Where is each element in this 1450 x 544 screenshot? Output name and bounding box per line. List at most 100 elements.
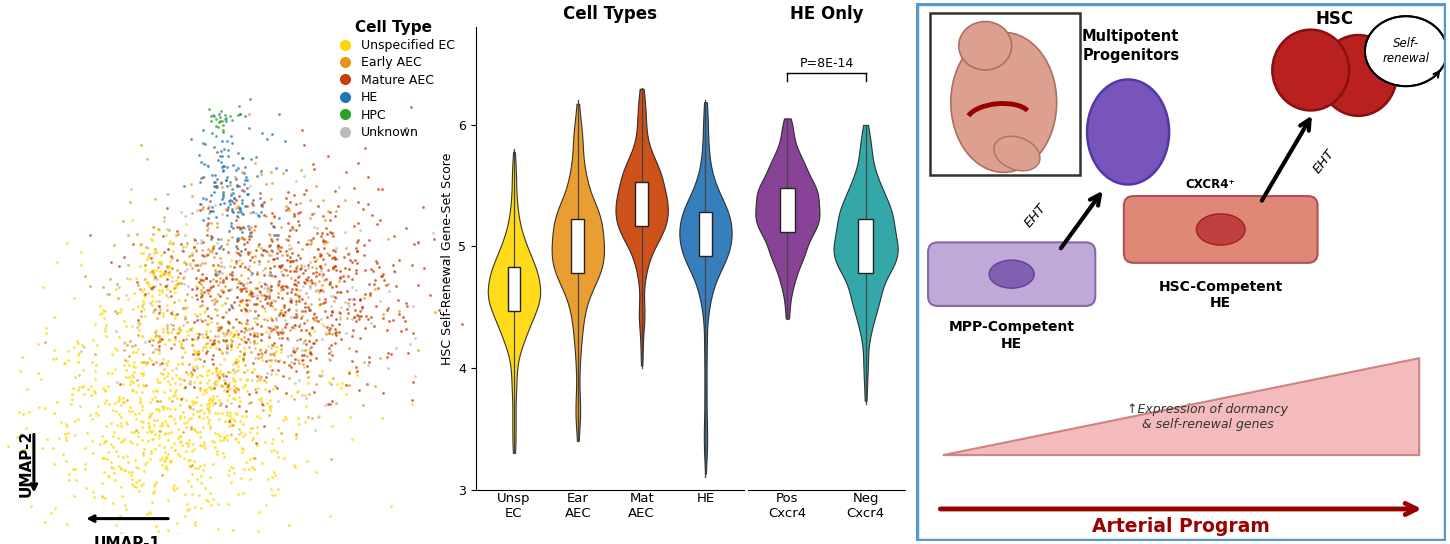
Point bbox=[144, 245, 167, 254]
Point bbox=[125, 426, 148, 435]
Point bbox=[177, 360, 200, 368]
Point bbox=[283, 355, 306, 363]
Point bbox=[247, 211, 270, 219]
Point bbox=[296, 361, 319, 370]
Point bbox=[228, 352, 251, 361]
Point bbox=[106, 434, 129, 442]
Point bbox=[212, 288, 235, 296]
Point bbox=[283, 460, 306, 469]
Point bbox=[419, 290, 442, 299]
Point bbox=[265, 384, 289, 393]
Point bbox=[210, 268, 233, 277]
Point bbox=[251, 406, 274, 415]
Point bbox=[338, 249, 361, 257]
Point bbox=[110, 398, 133, 406]
Point bbox=[242, 434, 265, 442]
Point bbox=[104, 447, 128, 456]
Point bbox=[276, 333, 299, 342]
Point bbox=[231, 199, 254, 207]
Point bbox=[209, 286, 232, 295]
FancyBboxPatch shape bbox=[929, 14, 1080, 175]
Point bbox=[312, 255, 335, 263]
Point bbox=[319, 215, 342, 224]
Point bbox=[203, 429, 226, 437]
Point bbox=[210, 313, 233, 322]
Point bbox=[93, 385, 116, 394]
Point bbox=[304, 279, 328, 288]
Point bbox=[260, 447, 283, 455]
Point bbox=[267, 289, 290, 298]
Point bbox=[167, 534, 190, 542]
Point bbox=[220, 337, 244, 345]
Point bbox=[232, 281, 255, 289]
Point bbox=[252, 291, 276, 300]
Point bbox=[104, 285, 128, 293]
Point bbox=[284, 296, 307, 305]
Point bbox=[155, 280, 178, 289]
Point bbox=[245, 209, 268, 218]
Point bbox=[142, 223, 165, 232]
Point bbox=[357, 199, 380, 208]
Point bbox=[286, 273, 309, 282]
Point bbox=[306, 244, 329, 253]
Point bbox=[148, 335, 171, 344]
Point bbox=[191, 269, 215, 278]
Point bbox=[225, 315, 248, 324]
Point bbox=[213, 434, 236, 443]
Point bbox=[229, 285, 252, 294]
Point bbox=[238, 287, 261, 296]
Point bbox=[323, 325, 347, 333]
Point bbox=[149, 267, 173, 275]
Point bbox=[376, 353, 399, 361]
Point bbox=[225, 357, 248, 366]
Point bbox=[199, 207, 222, 215]
Point bbox=[268, 355, 291, 364]
Text: EHT: EHT bbox=[1311, 147, 1337, 176]
Point bbox=[303, 256, 326, 265]
Point bbox=[171, 335, 194, 344]
Point bbox=[286, 209, 309, 218]
Point bbox=[162, 298, 186, 306]
Point bbox=[157, 245, 180, 254]
Point bbox=[322, 231, 345, 240]
Point bbox=[218, 305, 241, 313]
Point bbox=[281, 249, 304, 257]
Point bbox=[199, 343, 222, 351]
Point bbox=[206, 409, 229, 417]
Point bbox=[218, 465, 241, 474]
Point bbox=[471, 279, 494, 287]
Point bbox=[74, 465, 97, 473]
Point bbox=[161, 307, 184, 316]
Point bbox=[194, 343, 218, 351]
Point bbox=[180, 248, 203, 257]
Point bbox=[77, 385, 100, 393]
Point bbox=[241, 358, 264, 367]
Point bbox=[294, 279, 318, 287]
Point bbox=[115, 396, 138, 405]
Point bbox=[270, 222, 293, 231]
Point bbox=[231, 295, 254, 304]
Point bbox=[400, 103, 423, 112]
Point bbox=[287, 419, 310, 428]
Point bbox=[212, 245, 235, 254]
Point bbox=[254, 384, 277, 393]
Point bbox=[122, 373, 145, 382]
Point bbox=[157, 268, 180, 277]
Point bbox=[248, 286, 271, 295]
Point bbox=[67, 415, 90, 423]
Point bbox=[252, 283, 276, 292]
Point bbox=[322, 252, 345, 261]
Point bbox=[206, 392, 229, 400]
Point bbox=[161, 397, 184, 405]
Point bbox=[196, 405, 219, 413]
Point bbox=[209, 323, 232, 331]
Point bbox=[287, 376, 310, 385]
Point bbox=[171, 304, 194, 312]
Point bbox=[233, 361, 257, 370]
Point bbox=[251, 250, 274, 259]
Point bbox=[129, 480, 152, 489]
Point bbox=[173, 273, 196, 281]
Point bbox=[233, 430, 257, 439]
Point bbox=[235, 376, 258, 385]
Point bbox=[315, 329, 338, 337]
